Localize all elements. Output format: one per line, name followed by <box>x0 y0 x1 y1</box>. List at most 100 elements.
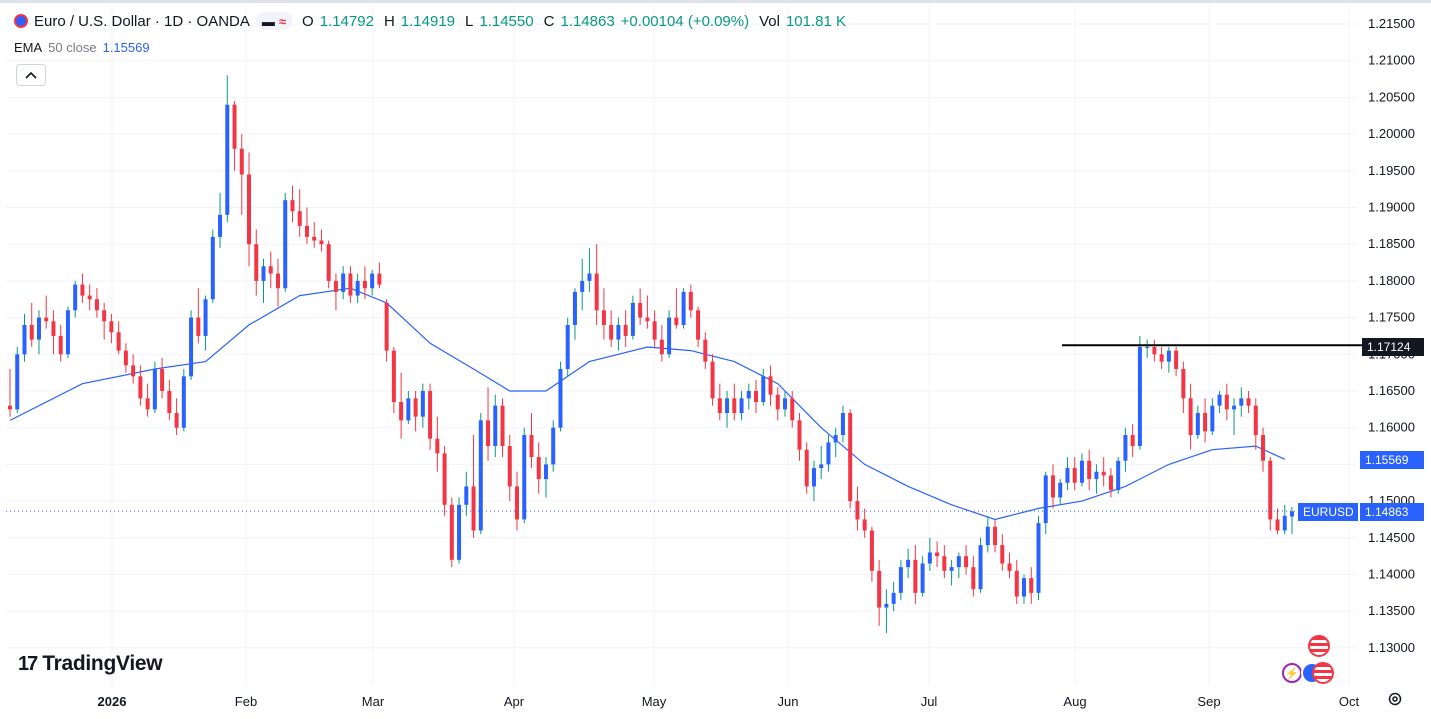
candle <box>906 548 911 579</box>
candle <box>804 442 809 494</box>
candle-body <box>971 567 976 590</box>
candle <box>1116 457 1121 494</box>
last-price-text: 1.14863 <box>1365 505 1409 519</box>
candle <box>1282 504 1287 535</box>
y-tick-label: 1.18500 <box>1368 236 1415 251</box>
candle-body <box>464 486 469 505</box>
low-value: 1.14550 <box>479 12 534 30</box>
tradingview-mark-icon: 17 <box>18 652 38 675</box>
candle <box>283 192 288 292</box>
candle <box>703 332 708 369</box>
level-price-tag[interactable]: 1.17124 <box>1362 338 1424 356</box>
candle <box>659 324 664 362</box>
candle-body <box>65 310 70 355</box>
candle <box>782 391 787 417</box>
candle-body <box>131 365 136 377</box>
candle-body <box>1043 475 1048 524</box>
candle <box>268 251 273 289</box>
candle <box>877 559 882 626</box>
candle <box>312 222 317 248</box>
overlays <box>6 344 1362 512</box>
y-tick-label: 1.14000 <box>1368 567 1415 582</box>
candle <box>1072 457 1077 491</box>
settings-gear-icon[interactable] <box>1386 690 1404 708</box>
candle-body <box>304 225 309 237</box>
candle <box>884 589 889 634</box>
candle <box>167 379 172 421</box>
candle-body <box>507 446 512 487</box>
candle <box>355 273 360 303</box>
candle-body <box>1159 354 1164 362</box>
candle-body <box>370 273 375 289</box>
change-value: +0.00104 (+0.09%) <box>620 12 750 30</box>
candle-body <box>1007 563 1012 571</box>
candle <box>609 310 614 347</box>
candle-body <box>116 332 121 351</box>
grid <box>6 6 1356 686</box>
candle <box>891 581 896 612</box>
candle-body <box>333 280 338 292</box>
collapse-legend-button[interactable] <box>16 64 46 86</box>
tradingview-logo[interactable]: 17 TradingView <box>18 652 163 676</box>
candle <box>623 310 628 347</box>
candle-body <box>181 376 186 428</box>
candle <box>1007 552 1012 579</box>
candle <box>746 383 751 410</box>
candle-body <box>435 438 440 454</box>
candle <box>536 442 541 494</box>
ema-price-tag[interactable]: 1.15569 <box>1360 451 1424 469</box>
candle-body <box>1246 398 1251 406</box>
candle-body <box>985 526 990 546</box>
candle-body <box>1239 398 1244 406</box>
candle-body <box>927 552 932 564</box>
candle <box>732 383 737 421</box>
candle-body <box>391 350 396 403</box>
indicator-pill[interactable]: ▬ ≈ <box>255 12 293 30</box>
candle-body <box>493 405 498 447</box>
candle-body <box>565 324 570 369</box>
candle-body <box>319 240 324 245</box>
candle-body <box>572 291 577 325</box>
candle <box>471 435 476 538</box>
candle <box>138 365 143 406</box>
x-tick-label: Aug <box>1063 694 1086 709</box>
y-tick-label: 1.19500 <box>1368 163 1415 178</box>
us-event-flag-icon-2[interactable] <box>1312 662 1334 684</box>
high-label: H <box>383 12 395 30</box>
us-event-flag-icon[interactable] <box>1308 635 1330 657</box>
candle <box>797 413 802 461</box>
ema-legend[interactable]: EMA 50 close 1.15569 <box>14 40 150 55</box>
candle-body <box>123 350 128 366</box>
candle <box>1217 391 1222 414</box>
candle <box>1000 534 1005 571</box>
candle <box>15 346 20 414</box>
symbol-title[interactable]: Euro / U.S. Dollar · 1D · OANDA <box>34 12 250 30</box>
candle-body <box>174 413 179 428</box>
candle <box>819 446 824 480</box>
last-price-tag[interactable]: 1.14863 <box>1360 503 1424 521</box>
low-label: L <box>465 12 474 30</box>
symbol-tag[interactable]: EURUSD <box>1298 503 1358 521</box>
candle <box>754 379 759 414</box>
candle <box>558 361 563 432</box>
ema-price-text: 1.15569 <box>1365 453 1409 467</box>
candle <box>51 310 56 355</box>
candle <box>667 310 672 358</box>
candle <box>500 398 505 458</box>
candle <box>1261 427 1266 472</box>
candle <box>428 383 433 450</box>
bolt-event-icon[interactable]: ⚡ <box>1282 663 1302 683</box>
candle-body <box>1232 405 1237 410</box>
candle <box>341 266 346 300</box>
candle <box>978 537 983 593</box>
close-label: C <box>543 12 555 30</box>
candle-body <box>1108 475 1113 491</box>
candle-body <box>58 335 63 355</box>
candle <box>1094 464 1099 494</box>
candle <box>44 295 49 329</box>
candle <box>391 346 396 414</box>
candle <box>1166 346 1171 373</box>
x-tick-label: 2026 <box>98 694 127 709</box>
